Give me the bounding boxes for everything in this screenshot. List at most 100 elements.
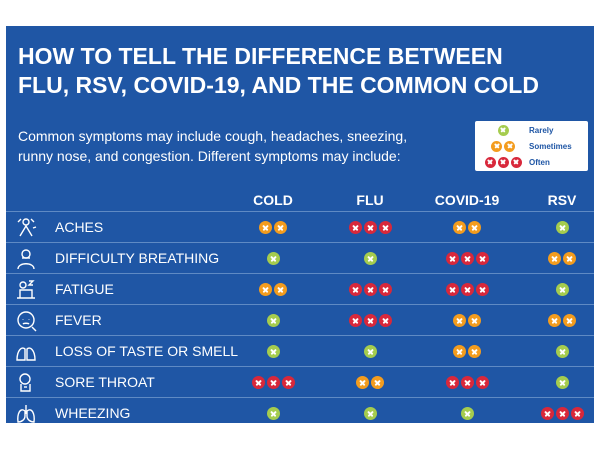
legend-rarely-label: Rarely [529,125,554,135]
severity-x-icon [475,252,489,265]
severity-x-icon [555,376,569,389]
severity-x-icon [363,221,377,234]
infographic-card: HOW TO TELL THE DIFFERENCE BETWEEN FLU, … [6,26,594,423]
severity-x-icon [445,252,459,265]
severity-cell [427,305,507,336]
severity-cell [522,336,600,367]
severity-x-icon [378,314,392,327]
severity-cell [330,336,410,367]
symptom-row: SORE THROAT [6,366,594,398]
severity-x-icon [266,376,280,389]
severity-cell [522,367,600,398]
severity-x-icon [468,314,481,327]
severity-x-icon [468,221,481,234]
symptom-row: FEVER [6,304,594,336]
severity-cell [330,398,410,429]
symptom-row: DIFFICULTY BREATHING [6,242,594,274]
severity-cell [427,367,507,398]
severity-x-icon [453,345,466,358]
severity-x-icon [453,221,466,234]
severity-x-icon [251,376,265,389]
severity-cell [522,398,600,429]
severity-x-icon [460,252,474,265]
severity-x-icon [460,376,474,389]
legend-sometimes: Sometimes [479,138,572,154]
taste-smell-icon [16,347,36,361]
severity-x-icon [555,283,569,296]
legend-sometimes-label: Sometimes [529,141,572,151]
symptom-row: FATIGUE [6,273,594,305]
severity-x-icon [348,221,362,234]
severity-x-icon [378,221,392,234]
infographic-title: HOW TO TELL THE DIFFERENCE BETWEEN FLU, … [18,42,588,100]
severity-x-icon [378,283,392,296]
legend-sometimes-x-icon [491,140,502,152]
severity-x-icon [445,376,459,389]
symptom-row: ACHES [6,211,594,243]
severity-x-icon [266,407,280,420]
legend-sometimes-marks [479,140,527,152]
severity-x-icon [555,345,569,358]
legend-sometimes-x-icon [504,140,515,152]
title-line-1: HOW TO TELL THE DIFFERENCE BETWEEN [18,43,503,69]
severity-cell [330,212,410,243]
symptom-label: DIFFICULTY BREATHING [55,250,220,266]
severity-x-icon [460,283,474,296]
symptom-label: LOSS OF TASTE OR SMELL [55,343,239,359]
legend-often-label: Often [529,157,550,167]
fever-icon [17,311,37,332]
severity-x-icon [266,345,280,358]
legend-often: Often [479,154,550,170]
severity-x-icon [274,221,287,234]
severity-cell [233,212,313,243]
lungs-icon [17,405,35,423]
severity-cell [522,212,600,243]
intro-text: Common symptoms may include cough, heada… [18,126,458,166]
severity-cell [330,305,410,336]
column-header-covid: COVID-19 [434,192,500,208]
severity-x-icon [348,283,362,296]
severity-x-icon [363,345,377,358]
severity-cell [427,336,507,367]
symptom-row: LOSS OF TASTE OR SMELL [6,335,594,367]
severity-cell [427,212,507,243]
legend-rarely-x-icon [497,124,509,136]
title-line-2: FLU, RSV, COVID-19, AND THE COMMON COLD [18,72,539,98]
severity-cell [233,305,313,336]
severity-cell [427,243,507,274]
symptom-label: SORE THROAT [55,374,155,390]
severity-x-icon [281,376,295,389]
intro-line-2: runny nose, and congestion. Different sy… [18,148,401,164]
severity-cell [330,274,410,305]
column-header-cold: COLD [253,192,293,208]
severity-cell [522,243,600,274]
severity-cell [330,367,410,398]
severity-x-icon [555,407,569,420]
severity-cell [522,305,600,336]
severity-x-icon [348,314,362,327]
severity-x-icon [274,283,287,296]
symptom-label: FEVER [55,312,102,328]
severity-x-icon [259,221,272,234]
severity-cell [427,398,507,429]
sore-throat-icon [19,373,31,392]
column-header-rsv: RSV [547,192,577,208]
severity-cell [233,336,313,367]
legend-rarely: Rarely [479,122,553,138]
severity-x-icon [540,407,554,420]
severity-x-icon [259,283,272,296]
severity-x-icon [363,283,377,296]
legend-often-marks [479,156,527,168]
severity-x-icon [475,376,489,389]
severity-x-icon [468,345,481,358]
severity-x-icon [356,376,369,389]
legend-often-x-icon [484,156,496,168]
legend-often-x-icon [510,156,522,168]
severity-x-icon [460,407,474,420]
breathing-icon [17,249,35,270]
severity-cell [233,398,313,429]
severity-x-icon [453,314,466,327]
symptom-label: ACHES [55,219,104,235]
severity-x-icon [363,314,377,327]
severity-cell [522,274,600,305]
